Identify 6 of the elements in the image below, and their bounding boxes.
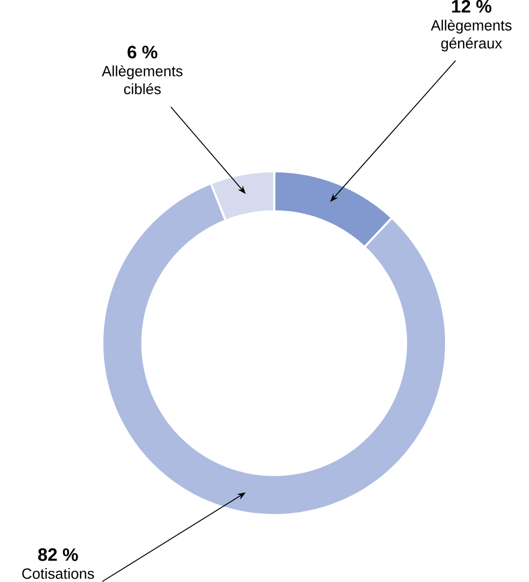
slice-label: Cotisations: [22, 568, 94, 579]
data-label: 12 %: [452, 0, 492, 13]
data-label: 82 %: [38, 548, 78, 561]
data-label: 6 %: [127, 46, 158, 58]
slice-label: Allègements généraux: [430, 20, 512, 52]
slice-label: Allègements ciblés: [102, 65, 182, 94]
